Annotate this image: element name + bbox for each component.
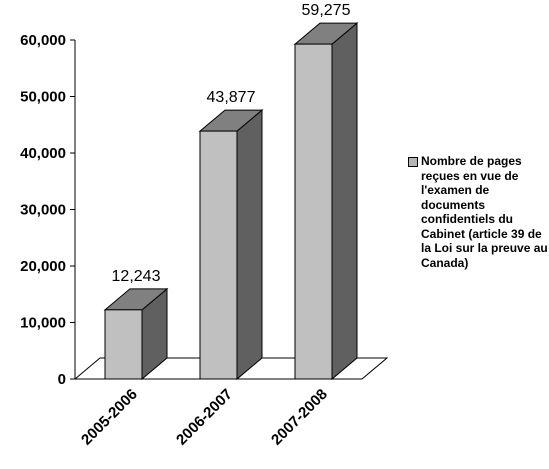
legend-swatch [408,157,418,167]
bar-side-face [236,109,263,381]
bar [103,287,169,381]
y-tick-label: 30,000 [20,202,66,219]
data-label: 43,877 [207,89,256,106]
bars [103,22,359,381]
data-label: 59,275 [302,2,351,19]
x-axis-labels: 2005-2006 2006-2007 2007-2008 [78,386,331,449]
y-tick-label: 20,000 [20,258,66,275]
y-tick-label: 10,000 [20,315,66,332]
data-label: 12,243 [112,268,161,285]
x-category-label: 2005-2006 [78,386,141,449]
legend: Nombre de pages reçues en vue de l'exame… [408,154,548,270]
bar-front-face [199,130,238,380]
x-category-label: 2007-2008 [268,386,331,449]
data-labels: 12,243 43,877 59,275 [112,2,351,285]
y-tick-label: 60,000 [20,32,66,49]
y-tick-label: 0 [58,371,66,388]
y-axis: 0 10,000 20,000 30,000 40,000 50,000 60,000 [20,32,76,388]
bar-side-face [331,22,358,381]
y-tick-label: 40,000 [20,145,66,162]
bar [198,109,264,381]
bar [293,22,359,381]
legend-label: Nombre de pages reçues en vue de l'exame… [421,154,548,270]
bar-front-face [104,309,143,380]
x-category-label: 2006-2007 [173,386,236,449]
bar-front-face [294,43,333,380]
y-tick-label: 50,000 [20,89,66,106]
